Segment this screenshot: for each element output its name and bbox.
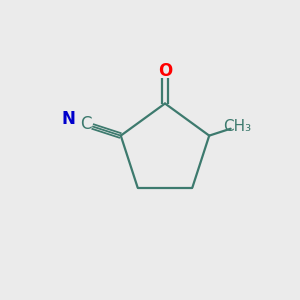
Text: C: C — [80, 115, 92, 133]
Text: O: O — [158, 62, 172, 80]
Text: CH₃: CH₃ — [223, 119, 251, 134]
Text: N: N — [62, 110, 76, 128]
